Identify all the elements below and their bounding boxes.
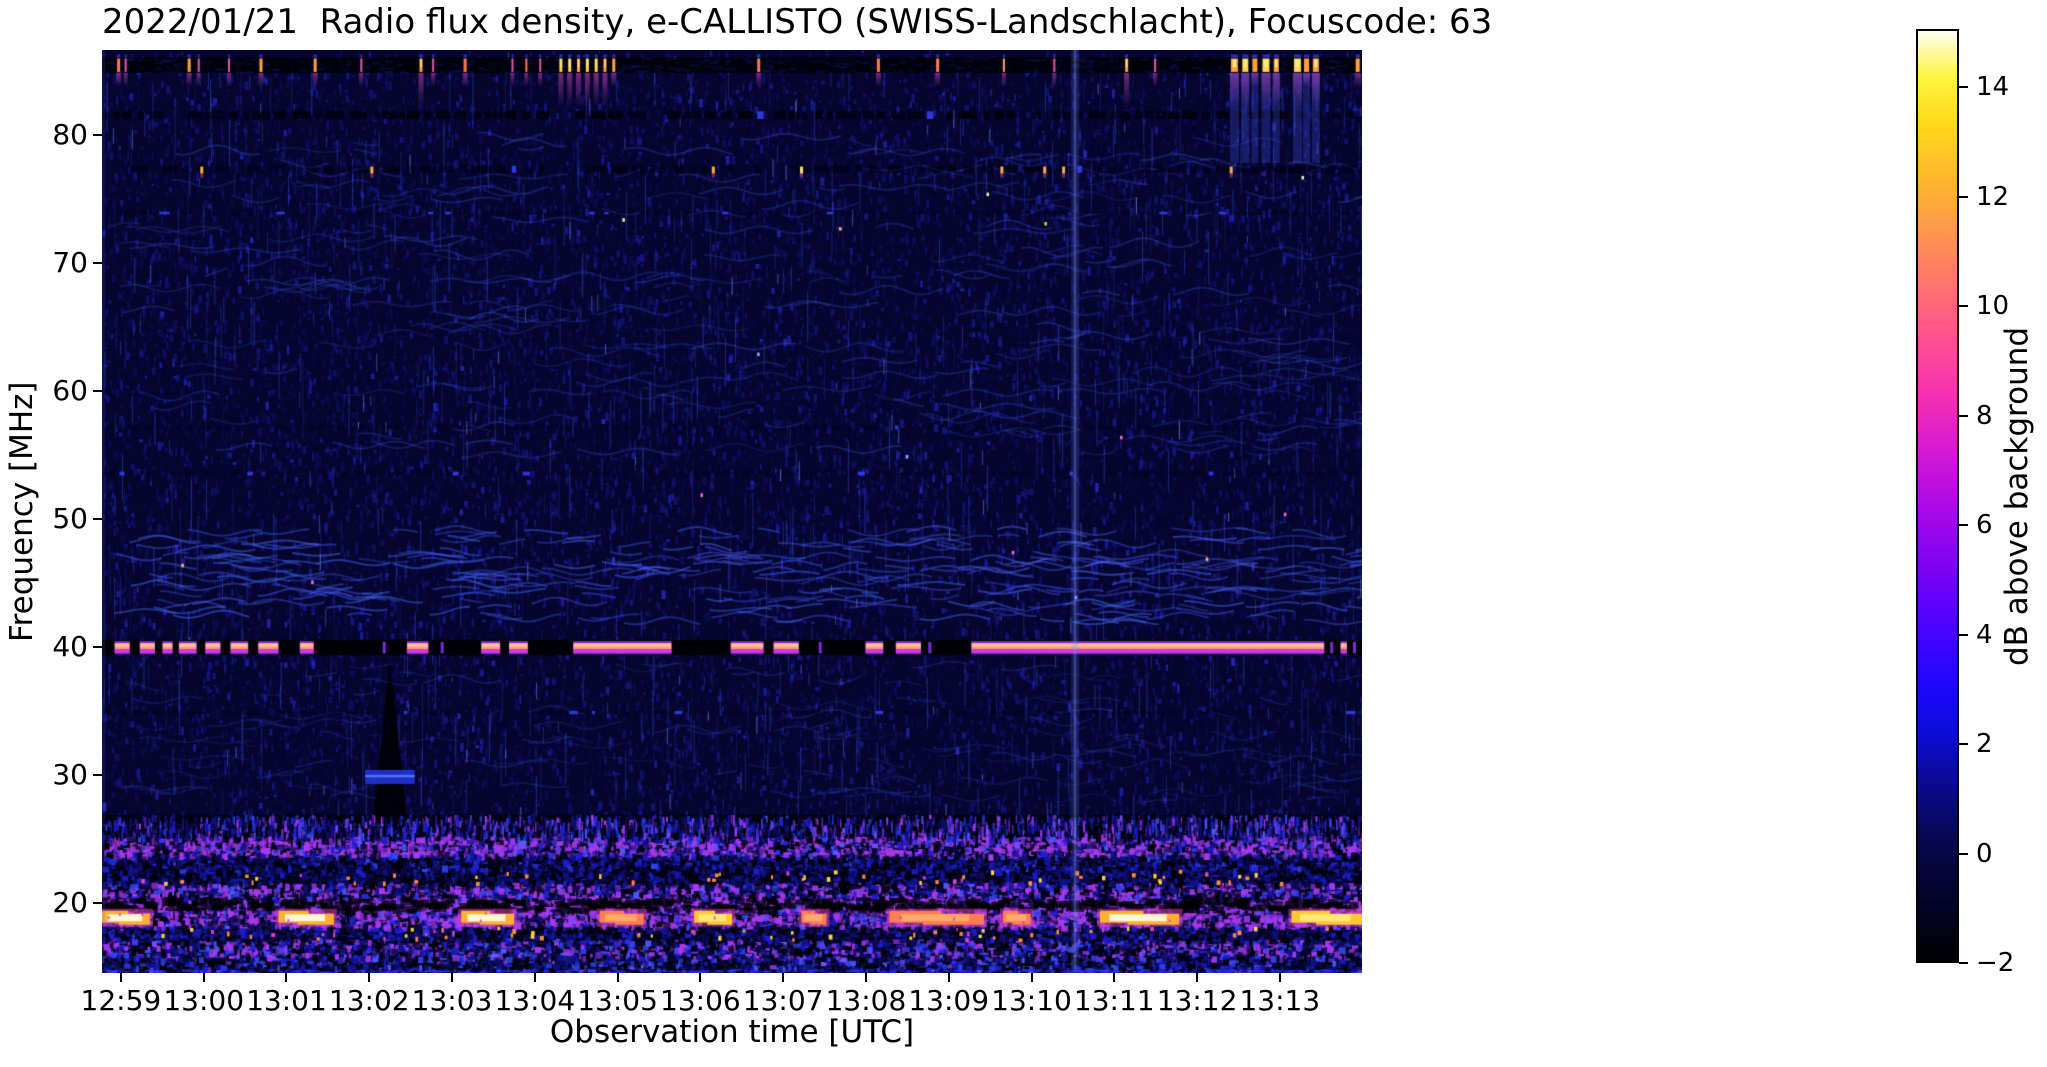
colorbar-tick-mark [1959, 962, 1968, 964]
x-tick-mark [1030, 973, 1033, 982]
x-tick-label: 13:06 [660, 984, 741, 1017]
x-tick-mark [699, 973, 702, 982]
colorbar-tick-mark [1959, 743, 1968, 745]
y-tick-label: 70 [52, 246, 88, 279]
y-tick-mark [93, 262, 102, 264]
x-tick-mark [947, 973, 950, 982]
colorbar-tick-mark [1959, 195, 1968, 198]
y-tick-label: 30 [52, 758, 88, 791]
x-axis-label: Observation time [UTC] [549, 1014, 915, 1050]
x-tick-label: 13:01 [246, 984, 327, 1017]
spectrogram-canvas [102, 50, 1362, 973]
x-tick-label: 13:04 [494, 984, 576, 1017]
x-tick-label: 13:02 [328, 984, 410, 1017]
colorbar-tick-label: −2 [1976, 948, 2015, 978]
colorbar-tick-mark [1959, 633, 1968, 636]
x-tick-label: 13:12 [1156, 984, 1238, 1017]
x-tick-mark [782, 973, 785, 982]
colorbar-tick-label: 12 [1976, 181, 2010, 212]
y-tick-mark [93, 518, 102, 520]
colorbar-tick-mark [1959, 305, 1968, 308]
y-tick-label: 60 [52, 374, 88, 407]
x-tick-label: 13:05 [577, 984, 658, 1017]
colorbar-tick-label: 10 [1976, 291, 2010, 322]
y-tick-label: 50 [52, 502, 88, 535]
y-tick-mark [93, 646, 102, 648]
x-tick-mark [1278, 973, 1281, 982]
x-tick-mark [533, 973, 536, 982]
y-tick-mark [93, 902, 102, 904]
y-tick-label: 80 [52, 118, 88, 151]
x-tick-label: 13:08 [825, 984, 907, 1017]
x-tick-label: 13:11 [1073, 984, 1155, 1017]
x-tick-mark [1113, 973, 1116, 982]
x-tick-mark [616, 973, 619, 982]
y-tick-mark [93, 774, 102, 776]
y-tick-label: 40 [52, 630, 88, 663]
colorbar [1916, 29, 1959, 963]
colorbar-tick-label: 0 [1976, 838, 1993, 869]
x-tick-label: 12:59 [80, 984, 162, 1017]
x-tick-label: 13:07 [742, 984, 824, 1017]
spectrogram-plot [102, 50, 1362, 973]
x-tick-label: 13:00 [163, 984, 245, 1017]
colorbar-tick-label: 14 [1976, 72, 2010, 103]
x-tick-mark [1196, 973, 1199, 982]
x-tick-label: 13:10 [991, 984, 1072, 1017]
x-tick-label: 13:03 [411, 984, 493, 1017]
y-tick-label: 20 [52, 886, 88, 919]
colorbar-label: dB above background [1999, 326, 2035, 666]
x-tick-mark [202, 973, 205, 982]
x-tick-label: 13:09 [908, 984, 990, 1017]
x-tick-label: 13:13 [1239, 984, 1321, 1017]
colorbar-tick-mark [1959, 524, 1968, 527]
colorbar-tick-mark [1959, 852, 1968, 855]
x-tick-mark [119, 973, 122, 982]
colorbar-tick-label: 4 [1976, 619, 1993, 650]
colorbar-tick-label: 8 [1976, 400, 1993, 431]
colorbar-tick-mark [1959, 414, 1968, 417]
x-tick-mark [285, 973, 288, 982]
x-tick-mark [864, 973, 867, 982]
colorbar-tick-label: 6 [1976, 510, 1993, 541]
y-tick-mark [93, 390, 102, 392]
x-tick-mark [368, 973, 371, 982]
y-tick-mark [93, 134, 102, 136]
colorbar-tick-label: 2 [1976, 729, 1993, 759]
chart-title: 2022/01/21 Radio flux density, e-CALLIST… [102, 2, 1493, 42]
colorbar-tick-mark [1959, 86, 1968, 89]
x-tick-mark [451, 973, 454, 982]
